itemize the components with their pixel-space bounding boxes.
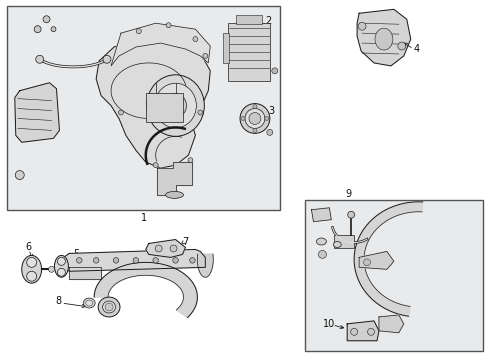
Circle shape: [57, 257, 65, 265]
Bar: [7, 6, 280, 210]
Circle shape: [51, 27, 56, 32]
Circle shape: [136, 29, 141, 33]
Text: 5: 5: [73, 249, 79, 260]
Ellipse shape: [240, 104, 270, 133]
Polygon shape: [15, 83, 59, 142]
Circle shape: [113, 258, 119, 263]
Ellipse shape: [165, 94, 187, 117]
Ellipse shape: [98, 297, 120, 317]
Circle shape: [203, 54, 208, 58]
Text: 9: 9: [345, 189, 351, 199]
Text: 4: 4: [414, 44, 420, 54]
Ellipse shape: [147, 75, 204, 136]
Circle shape: [241, 117, 245, 121]
Ellipse shape: [54, 255, 69, 277]
Circle shape: [253, 129, 257, 132]
Polygon shape: [94, 262, 197, 318]
Polygon shape: [70, 267, 101, 279]
Circle shape: [198, 110, 203, 115]
Ellipse shape: [22, 255, 42, 283]
Polygon shape: [359, 251, 394, 269]
Circle shape: [94, 258, 99, 263]
Polygon shape: [357, 9, 411, 66]
Circle shape: [318, 251, 326, 258]
Circle shape: [368, 328, 374, 335]
Circle shape: [26, 257, 37, 267]
Circle shape: [249, 113, 261, 125]
Polygon shape: [157, 162, 193, 195]
Ellipse shape: [86, 300, 93, 306]
Polygon shape: [312, 208, 331, 222]
Circle shape: [26, 271, 37, 281]
Circle shape: [267, 129, 273, 135]
Circle shape: [272, 68, 278, 74]
Text: 2: 2: [266, 16, 272, 26]
Circle shape: [190, 258, 195, 263]
Circle shape: [351, 328, 358, 335]
Circle shape: [166, 23, 171, 28]
Bar: [223, 33, 229, 63]
Bar: [334, 235, 354, 248]
Polygon shape: [354, 202, 423, 316]
Circle shape: [193, 37, 198, 41]
Circle shape: [133, 258, 139, 263]
Circle shape: [398, 42, 406, 50]
Circle shape: [265, 117, 269, 121]
Ellipse shape: [245, 109, 265, 129]
Ellipse shape: [155, 83, 196, 128]
Circle shape: [105, 303, 113, 311]
Circle shape: [173, 258, 178, 263]
Text: 10: 10: [323, 319, 336, 329]
Circle shape: [103, 55, 111, 63]
Circle shape: [119, 110, 123, 115]
Text: 1: 1: [141, 213, 147, 223]
Circle shape: [253, 105, 257, 109]
Polygon shape: [146, 239, 185, 257]
Ellipse shape: [166, 192, 183, 198]
Ellipse shape: [375, 28, 393, 50]
Circle shape: [36, 55, 44, 63]
Text: 8: 8: [55, 296, 62, 306]
Polygon shape: [379, 315, 404, 333]
Circle shape: [364, 259, 370, 266]
Circle shape: [358, 22, 366, 30]
Polygon shape: [96, 33, 210, 168]
Text: 6: 6: [25, 243, 32, 252]
Ellipse shape: [102, 301, 116, 313]
Polygon shape: [63, 249, 205, 271]
Bar: [305, 200, 483, 351]
Text: 7: 7: [182, 237, 189, 247]
Polygon shape: [197, 254, 213, 277]
Circle shape: [348, 211, 355, 218]
Circle shape: [57, 268, 65, 276]
Circle shape: [34, 26, 41, 33]
Circle shape: [153, 258, 158, 263]
Circle shape: [15, 171, 24, 180]
Bar: [146, 93, 183, 122]
Ellipse shape: [333, 242, 341, 247]
Text: 3: 3: [269, 105, 275, 116]
Circle shape: [43, 16, 50, 23]
Circle shape: [170, 245, 177, 252]
Ellipse shape: [83, 298, 95, 308]
Circle shape: [153, 163, 158, 168]
Polygon shape: [347, 321, 379, 341]
Bar: [228, 23, 270, 81]
Circle shape: [76, 258, 82, 263]
Ellipse shape: [317, 238, 326, 245]
Bar: [236, 15, 262, 24]
Circle shape: [188, 158, 193, 163]
Circle shape: [49, 266, 54, 272]
Polygon shape: [111, 23, 210, 66]
Circle shape: [155, 245, 162, 252]
